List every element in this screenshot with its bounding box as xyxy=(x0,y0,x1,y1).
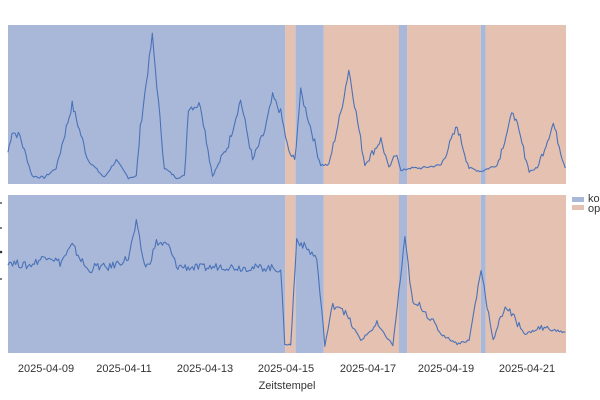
state-band-op xyxy=(285,195,296,353)
bottom-panel xyxy=(7,195,566,353)
state-band-ko xyxy=(480,195,486,353)
x-tick-label: 2025-04-09 xyxy=(18,363,74,375)
x-tick-label: 2025-04-11 xyxy=(96,363,151,375)
legend-swatch-op xyxy=(572,205,584,210)
x-tick-label: 2025-04-15 xyxy=(258,363,314,375)
state-band-op xyxy=(485,25,566,184)
signal-line-top xyxy=(7,32,566,180)
state-band-ko xyxy=(8,195,286,353)
state-band-op xyxy=(285,25,296,184)
x-tick-label: 2025-04-21 xyxy=(499,363,555,375)
x-tick-label: 2025-04-17 xyxy=(340,363,396,375)
state-band-ko xyxy=(295,195,324,353)
state-band-ko xyxy=(398,195,408,353)
state-band-op xyxy=(323,195,399,353)
state-band-ko xyxy=(295,25,324,184)
x-tick-label: 2025-04-13 xyxy=(177,363,233,375)
x-axis-title: Zeitstempel xyxy=(259,380,316,392)
state-bands-top xyxy=(8,25,566,184)
legend-swatch-ko xyxy=(572,197,584,202)
legend-label-op: op xyxy=(588,203,600,215)
state-band-op xyxy=(485,195,566,353)
state-band-op xyxy=(323,25,399,184)
legend-label-ko: ko xyxy=(588,193,600,205)
state-band-op xyxy=(407,25,481,184)
x-axis-ticks: 2025-04-09 2025-04-11 2025-04-13 2025-04… xyxy=(18,363,555,375)
state-bands-bottom xyxy=(8,195,566,353)
state-band-ko xyxy=(480,25,486,184)
legend: ko op xyxy=(572,193,600,215)
top-panel xyxy=(7,25,566,184)
signal-line-bottom xyxy=(7,219,566,347)
x-tick-label: 2025-04-19 xyxy=(418,363,474,375)
state-band-ko xyxy=(8,25,286,184)
state-band-op xyxy=(407,195,481,353)
state-band-ko xyxy=(398,25,408,184)
y-axis-bottom-ticks xyxy=(0,202,3,280)
